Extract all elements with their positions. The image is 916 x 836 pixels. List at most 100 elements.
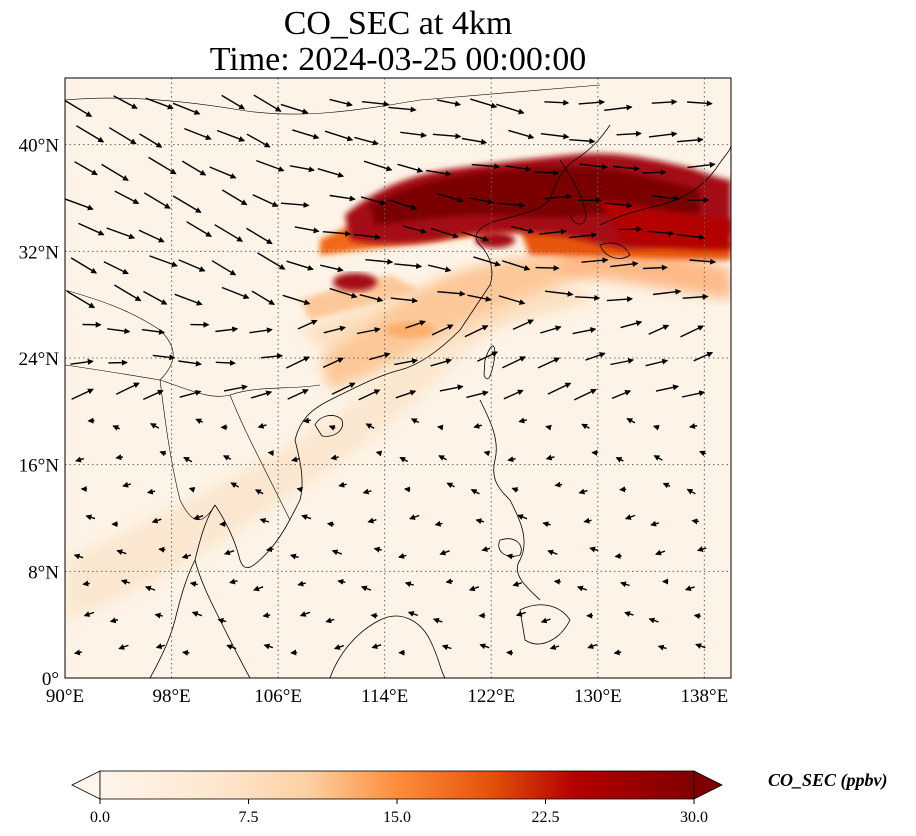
wind-vector-arrow — [693, 613, 701, 620]
wind-vector-arrow — [299, 611, 311, 617]
wind-vector-arrow — [648, 617, 659, 624]
wind-vector-arrow — [174, 293, 203, 306]
title-variable: CO_SEC at 4km — [283, 5, 513, 42]
wind-vector-arrow — [461, 231, 490, 242]
wind-vector-arrow — [189, 581, 198, 588]
wind-vector-arrow — [518, 417, 528, 424]
wind-vector-arrow — [512, 580, 522, 587]
wind-vector-arrow — [221, 94, 246, 110]
wind-vector-arrow — [326, 521, 335, 528]
wind-vector-arrow — [434, 520, 443, 527]
wind-vector-arrow — [143, 192, 171, 209]
wind-vector-arrow — [516, 514, 528, 520]
plot-title: CO_SEC at 4km Time: 2024-03-25 00:00:00 — [0, 6, 796, 78]
colorbar-label: CO_SEC (ppbv) — [768, 770, 888, 790]
wind-vector-arrow — [483, 450, 491, 457]
wind-vector-arrow — [547, 549, 558, 556]
wind-vector-arrow — [508, 129, 535, 140]
wind-vector-arrow — [181, 553, 192, 559]
wind-vector-arrow — [154, 612, 163, 619]
wind-vector-arrow — [502, 356, 527, 369]
wind-vector-arrow — [290, 649, 298, 656]
wind-vector-arrow — [73, 553, 84, 560]
wind-vector-arrow — [613, 165, 640, 172]
wind-vector-arrow — [82, 580, 90, 587]
wind-vector-arrow — [178, 259, 206, 272]
wind-vector-arrow — [280, 103, 309, 115]
wind-vector-arrow — [108, 127, 137, 145]
wind-vector-arrow — [323, 325, 346, 334]
wind-vector-arrow — [256, 159, 285, 172]
wind-vector-arrow — [370, 612, 378, 619]
wind-vector-arrow — [405, 320, 426, 329]
wind-vector-arrow — [505, 165, 532, 172]
wind-vector-arrow — [684, 585, 695, 592]
wind-vector-arrow — [209, 166, 237, 179]
wind-vector-arrow — [74, 161, 98, 176]
wind-vector-arrow — [430, 227, 460, 239]
wind-vector-arrow — [407, 611, 419, 617]
wind-vector-arrow — [390, 297, 418, 304]
colorbar-extend-max — [693, 770, 723, 800]
wind-vector-arrow — [477, 351, 499, 362]
wind-vector-arrow — [182, 649, 190, 656]
wind-vector-arrow — [148, 156, 177, 175]
wind-vector-arrow — [302, 417, 311, 424]
wind-vector-arrow — [657, 644, 667, 651]
wind-vector-arrow — [512, 319, 535, 331]
wind-vector-arrow — [246, 133, 271, 148]
wind-vector-arrow — [604, 104, 633, 111]
wind-vector-arrow — [155, 643, 165, 650]
lat-tick-label: 24°N — [19, 349, 60, 370]
wind-vector-arrow — [363, 160, 393, 172]
wind-vector-arrow — [249, 327, 273, 334]
wind-vector-arrow — [362, 488, 372, 495]
wind-vector-arrow — [655, 384, 680, 392]
colorbar-tick-label: 15.0 — [383, 809, 411, 826]
wind-vector-arrow — [542, 521, 551, 528]
wind-vector-arrow — [179, 389, 202, 398]
wind-vector-arrow — [553, 578, 561, 585]
wind-vector-arrow — [324, 130, 354, 142]
wind-vector-arrow — [425, 169, 452, 177]
wind-vector-arrow — [686, 488, 696, 495]
wind-vector-arrow — [291, 456, 300, 463]
wind-vector-arrow — [471, 163, 501, 170]
wind-vector-arrow — [115, 382, 140, 395]
colorbar-tick-label: 7.5 — [239, 809, 259, 826]
wind-vector-arrow — [289, 165, 315, 173]
wind-vector-arrow — [569, 138, 596, 145]
wind-vector-arrow — [648, 324, 670, 335]
wind-vector-arrow — [503, 389, 524, 400]
wind-vector-arrow — [540, 325, 562, 334]
wind-vector-arrow — [569, 232, 598, 239]
wind-vector-arrow — [145, 97, 174, 110]
gridlines — [65, 78, 731, 678]
wind-vector-arrow — [216, 129, 246, 142]
wind-vector-arrow — [83, 611, 95, 617]
wind-vector-arrow — [292, 129, 320, 140]
wind-vector-arrow — [537, 357, 561, 369]
wind-vector-arrow — [651, 99, 678, 105]
wind-vector-arrow — [322, 357, 344, 369]
wind-vector-arrow — [506, 649, 514, 656]
wind-vector-arrow — [221, 189, 248, 206]
wind-vector-arrow — [141, 328, 165, 335]
wind-vector-arrow — [404, 486, 411, 493]
wind-vector-arrow — [511, 487, 519, 493]
wind-vector-arrow — [78, 222, 105, 236]
wind-vector-arrow — [540, 133, 570, 140]
wind-vector-arrow — [368, 352, 391, 361]
wind-vector-arrow — [545, 290, 574, 297]
wind-vector-arrow — [329, 98, 353, 107]
wind-vector-arrow — [681, 390, 706, 398]
wind-vector-arrow — [652, 424, 660, 431]
wind-vector-arrow — [545, 424, 552, 431]
wind-vector-arrow — [428, 264, 452, 273]
wind-vector-arrow — [606, 296, 633, 303]
wind-vector-arrow — [149, 255, 178, 268]
wind-vector-arrow — [65, 198, 94, 211]
map-frame — [64, 77, 732, 679]
wind-vector-arrow — [394, 358, 419, 366]
